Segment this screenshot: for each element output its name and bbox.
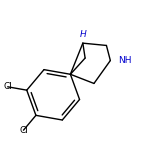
Text: NH: NH (119, 56, 132, 65)
Text: Cl: Cl (3, 82, 12, 91)
Text: Cl: Cl (19, 126, 28, 135)
Text: H: H (79, 30, 86, 40)
